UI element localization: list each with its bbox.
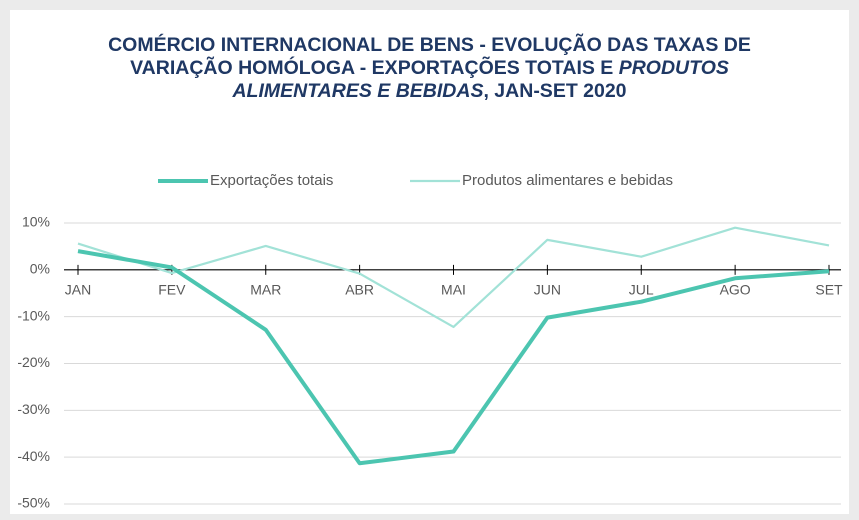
x-tick-label: JUL [629, 282, 654, 298]
y-tick-label: -50% [17, 495, 50, 511]
series-line [77, 249, 830, 466]
x-tick-label: JAN [65, 282, 91, 298]
series-line [77, 226, 830, 329]
x-tick-label: FEV [158, 282, 186, 298]
x-tick-label: JUN [534, 282, 561, 298]
title-part: , JAN-SET 2020 [483, 80, 627, 102]
y-tick-label: -40% [17, 448, 50, 464]
chart-title: COMÉRCIO INTERNACIONAL DE BENS - EVOLUÇÃ… [100, 34, 759, 103]
x-tick-label: ABR [345, 282, 374, 298]
y-tick-label: -20% [17, 354, 50, 370]
title-part: PRODUTOS ALIMENTARES E BEBIDAS [232, 57, 729, 102]
title-part: COMÉRCIO INTERNACIONAL DE BENS - EVOLUÇÃ… [108, 34, 751, 79]
legend-label: Exportações totais [210, 172, 333, 189]
x-tick-label: MAI [441, 282, 466, 298]
y-tick-label: -10% [17, 307, 50, 323]
y-tick-label: 10% [22, 214, 50, 230]
x-tick-label: MAR [250, 282, 281, 298]
y-tick-label: -30% [17, 401, 50, 417]
x-tick-label: AGO [720, 282, 751, 298]
y-tick-label: 0% [30, 261, 50, 277]
x-tick-label: SET [815, 282, 843, 298]
legend-label: Produtos alimentares e bebidas [462, 172, 673, 189]
